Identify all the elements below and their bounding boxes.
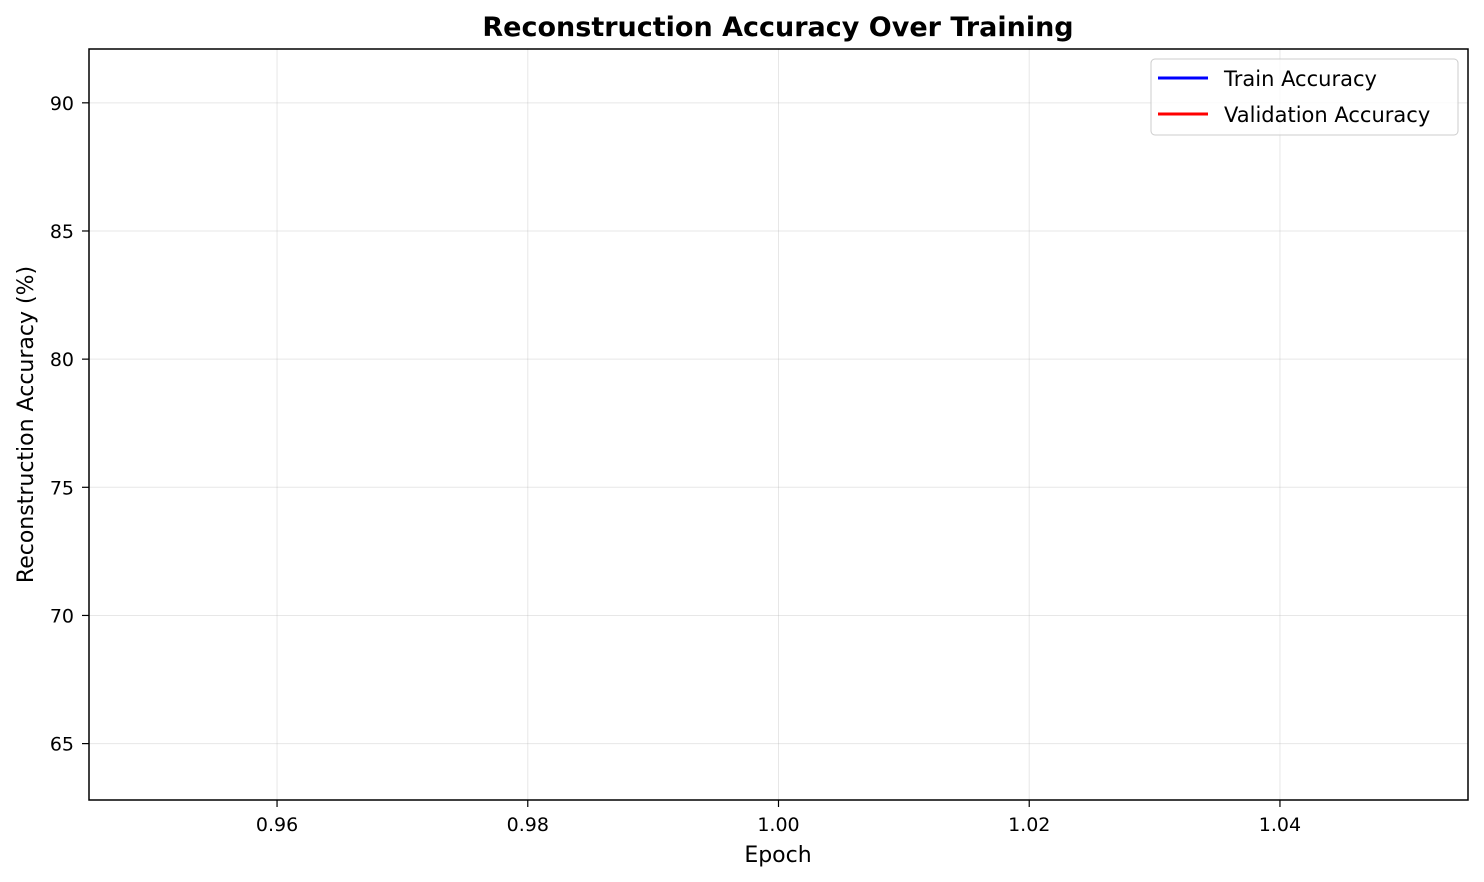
y-tick-label: 90 [50,93,74,115]
x-tick-label: 1.04 [1259,814,1301,836]
x-tick-label: 1.02 [1008,814,1050,836]
x-tick-label: 0.96 [256,814,298,836]
x-axis-label: Epoch [744,843,811,868]
legend-label-validation: Validation Accuracy [1224,103,1430,127]
legend-label-train: Train Accuracy [1223,67,1377,91]
y-tick-label: 85 [50,221,74,243]
grid [89,49,1468,800]
x-axis-ticks: 0.96 0.98 1.00 1.02 1.04 [256,800,1301,836]
x-tick-label: 0.98 [507,814,549,836]
y-tick-label: 65 [50,734,74,756]
y-axis-ticks: 65 70 75 80 85 90 [50,93,89,756]
chart-title: Reconstruction Accuracy Over Training [482,12,1073,43]
y-tick-label: 70 [50,605,74,627]
x-tick-label: 1.00 [757,814,799,836]
y-tick-label: 75 [50,477,74,499]
legend-box [1150,58,1459,136]
y-tick-label: 80 [50,349,74,371]
y-axis-label: Reconstruction Accuracy (%) [14,266,39,583]
legend: Train Accuracy Validation Accuracy [1150,58,1459,136]
plot-area [89,49,1468,800]
